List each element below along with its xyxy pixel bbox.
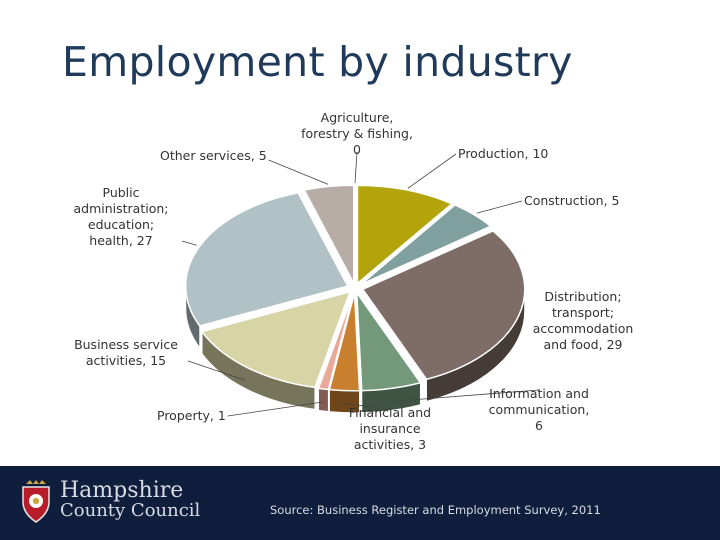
pie-slice-construction bbox=[360, 204, 493, 286]
pie-slices bbox=[185, 184, 526, 392]
pie-side-property bbox=[318, 387, 329, 413]
source-note: Source: Business Register and Employment… bbox=[270, 503, 601, 517]
pie-slice-property bbox=[317, 292, 355, 391]
leader-line-other-services bbox=[268, 159, 329, 185]
leader-line-agriculture bbox=[354, 151, 358, 184]
leader-line-production bbox=[407, 153, 457, 189]
leader-line-business-services bbox=[187, 360, 246, 381]
pie-slice-production bbox=[356, 184, 454, 286]
pie-slice-financial bbox=[328, 292, 361, 392]
pie-3d-sides bbox=[185, 286, 526, 414]
label-property: Property, 1 bbox=[157, 408, 226, 423]
leader-line-property bbox=[227, 401, 323, 417]
pie-chart bbox=[181, 151, 540, 417]
page-title: Employment by industry bbox=[62, 38, 573, 86]
label-distribution: Distribution; transport; accommodation a… bbox=[532, 289, 634, 352]
leader-line-information bbox=[392, 389, 540, 402]
label-public-administration: Public administration; education; health… bbox=[73, 185, 169, 248]
label-information: Information and communication, 6 bbox=[488, 386, 590, 433]
label-agriculture: Agriculture, forestry & fishing, 0 bbox=[301, 110, 413, 157]
leader-line-financial bbox=[344, 403, 391, 410]
leader-line-construction bbox=[476, 200, 523, 214]
label-production: Production, 10 bbox=[458, 146, 549, 161]
org-name-line1: Hampshire bbox=[60, 478, 184, 503]
pie-slice-public-administration bbox=[185, 191, 349, 327]
label-other-services: Other services, 5 bbox=[160, 148, 267, 163]
leader-line-public-administration bbox=[181, 240, 197, 246]
pie-slice-information bbox=[355, 290, 422, 392]
pie-slice-business-services bbox=[200, 290, 352, 389]
label-business-services: Business service activities, 15 bbox=[74, 337, 178, 368]
label-construction: Construction, 5 bbox=[524, 193, 620, 208]
pie-slice-distribution bbox=[361, 230, 526, 381]
label-financial: Financial and insurance activities, 3 bbox=[348, 405, 432, 452]
footer-bar bbox=[0, 466, 720, 540]
org-name-line2: County Council bbox=[60, 500, 201, 521]
leader-lines bbox=[181, 151, 540, 417]
pie-slice-other-services bbox=[303, 184, 355, 284]
county-crest-icon bbox=[22, 480, 50, 523]
